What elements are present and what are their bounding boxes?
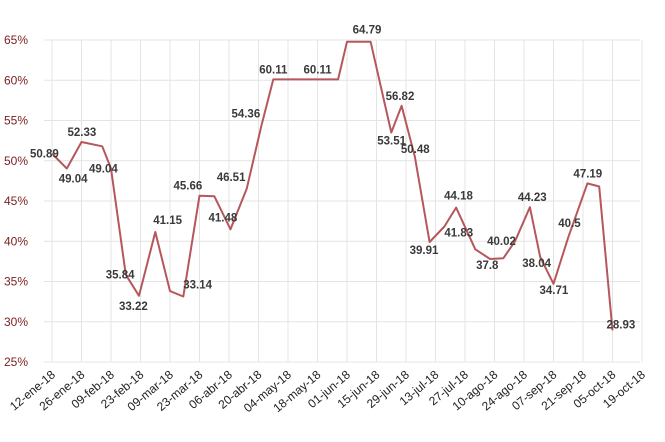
data-label: 40.5	[558, 218, 581, 230]
gridlines	[44, 39, 643, 363]
series-line	[51, 40, 614, 331]
data-label: 60.11	[259, 64, 288, 76]
data-label: 50.48	[401, 144, 430, 156]
y-tick-label: 65%	[4, 33, 28, 47]
data-label: 46.51	[217, 172, 246, 184]
data-label: 52.33	[68, 127, 97, 139]
y-tick-label: 30%	[4, 315, 28, 329]
data-label: 60.11	[304, 64, 333, 76]
y-tick-label: 45%	[4, 194, 28, 208]
data-label: 49.04	[89, 163, 118, 175]
data-label: 41.15	[153, 215, 182, 227]
y-axis-ticks: 25% 30% 35% 40% 45% 50% 55% 60% 65%	[4, 33, 28, 369]
data-label: 33.22	[119, 301, 148, 313]
data-label: 47.19	[573, 168, 602, 180]
data-label: 56.82	[386, 91, 415, 103]
y-tick-label: 35%	[4, 275, 28, 289]
data-label: 28.93	[607, 319, 636, 331]
data-label: 41.48	[208, 212, 237, 224]
y-tick-label: 40%	[4, 234, 28, 248]
data-label: 39.91	[410, 245, 439, 257]
data-label: 38.04	[522, 258, 551, 270]
data-label: 64.79	[353, 25, 382, 37]
y-tick-label: 55%	[4, 114, 28, 128]
y-tick-label: 25%	[4, 355, 28, 369]
data-label: 49.04	[59, 173, 88, 185]
data-labels: 50.8949.0452.3349.0435.8433.2241.1533.14…	[30, 25, 635, 332]
data-label: 50.89	[30, 149, 59, 161]
data-label: 33.14	[183, 279, 212, 291]
y-tick-label: 60%	[4, 73, 28, 87]
data-label: 34.71	[540, 285, 569, 297]
data-label: 41.83	[444, 228, 473, 240]
data-label: 45.66	[174, 181, 203, 193]
data-label: 35.84	[106, 270, 135, 282]
data-label: 54.36	[231, 109, 260, 121]
data-label: 37.8	[476, 260, 499, 272]
data-label: 40.02	[487, 236, 516, 248]
y-tick-label: 50%	[4, 154, 28, 168]
data-label: 44.23	[518, 192, 547, 204]
data-label: 44.18	[444, 191, 473, 203]
x-axis-ticks: 12-ene-1826-ene-1809-feb-1823-feb-1809-m…	[7, 367, 648, 415]
data-label: 53.51	[377, 135, 406, 147]
